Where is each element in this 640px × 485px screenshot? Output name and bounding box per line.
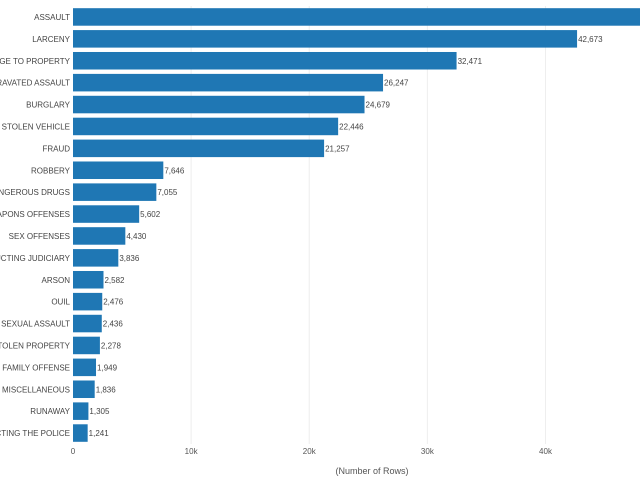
value-label: 7,055 <box>157 188 178 197</box>
category-label: FAMILY OFFENSE <box>2 363 70 372</box>
category-label: STOLEN PROPERTY <box>0 341 71 350</box>
x-tick-label: 30k <box>421 447 435 456</box>
x-tick-label: 10k <box>185 447 199 456</box>
bar-layer <box>73 8 640 442</box>
category-label: MAGE TO PROPERTY <box>0 57 71 66</box>
bar[interactable] <box>73 161 164 180</box>
x-axis-title: (Number of Rows) <box>335 466 408 476</box>
value-label: 2,278 <box>101 341 122 350</box>
bar[interactable] <box>73 139 325 158</box>
value-label: 22,446 <box>339 122 364 131</box>
value-label: 1,836 <box>96 385 117 394</box>
category-label: SEXUAL ASSAULT <box>1 320 70 329</box>
value-label: 24,679 <box>366 101 391 110</box>
category-label: LARCENY <box>32 35 70 44</box>
bar[interactable] <box>73 380 95 399</box>
x-tick-label: 0 <box>71 447 76 456</box>
bar[interactable] <box>73 95 365 114</box>
bar[interactable] <box>73 270 104 289</box>
value-label-layer: 42,673 32,471 26,247 24,679 22,446 21,257 7,64… <box>89 35 603 438</box>
category-label: MISCELLANEOUS <box>2 385 70 394</box>
value-label: 32,471 <box>458 57 483 66</box>
value-label: 2,436 <box>103 320 124 329</box>
value-label: 4,430 <box>126 232 147 241</box>
value-label: 1,305 <box>89 407 110 416</box>
category-label: EAPONS OFFENSES <box>0 210 70 219</box>
category-label-layer: ASSAULT LARCENY MAGE TO PROPERTY GRAVATED A… <box>0 13 71 438</box>
bar[interactable] <box>73 402 89 420</box>
x-tick-label: 40k <box>539 447 553 456</box>
bar[interactable] <box>73 51 457 70</box>
category-label: DANGEROUS DRUGS <box>0 188 70 197</box>
value-label: 42,673 <box>578 35 603 44</box>
value-label: 1,949 <box>97 363 118 372</box>
bar[interactable] <box>73 249 119 267</box>
grid-layer <box>190 6 546 444</box>
bar[interactable] <box>73 30 578 48</box>
value-label: 1,241 <box>89 429 110 438</box>
bar[interactable] <box>73 205 140 223</box>
category-label: SEX OFFENSES <box>9 232 70 241</box>
bar[interactable] <box>73 73 384 92</box>
bar[interactable] <box>73 424 88 442</box>
category-label: STOLEN VEHICLE <box>2 122 70 131</box>
value-label: 3,836 <box>119 254 140 263</box>
category-label: OUIL <box>51 298 70 307</box>
category-label: ARSON <box>42 276 71 285</box>
value-label: 2,582 <box>104 276 125 285</box>
category-label: ROBBERY <box>31 166 71 175</box>
bar[interactable] <box>73 292 103 311</box>
value-label: 2,476 <box>103 298 124 307</box>
category-label: FRAUD <box>42 144 70 153</box>
x-tick-label: 20k <box>303 447 317 456</box>
category-label: RUCTING JUDICIARY <box>0 254 71 263</box>
category-label: UCTING THE POLICE <box>0 429 70 438</box>
category-label: BURGLARY <box>26 101 71 110</box>
value-label: 26,247 <box>384 79 409 88</box>
x-tick-layer: 0 10k 20k 30k 40k <box>71 447 553 456</box>
value-label: 7,646 <box>164 166 185 175</box>
category-label: ASSAULT <box>34 13 70 22</box>
bar[interactable] <box>73 336 100 355</box>
bar[interactable] <box>73 314 102 333</box>
category-label: GRAVATED ASSAULT <box>0 79 70 88</box>
bar[interactable] <box>73 227 126 245</box>
value-label: 5,602 <box>140 210 161 219</box>
bar[interactable] <box>73 117 339 136</box>
bar[interactable] <box>73 8 640 26</box>
value-label: 21,257 <box>325 144 350 153</box>
bar[interactable] <box>73 358 97 377</box>
category-label: RUNAWAY <box>30 407 70 416</box>
bar[interactable] <box>73 183 157 201</box>
